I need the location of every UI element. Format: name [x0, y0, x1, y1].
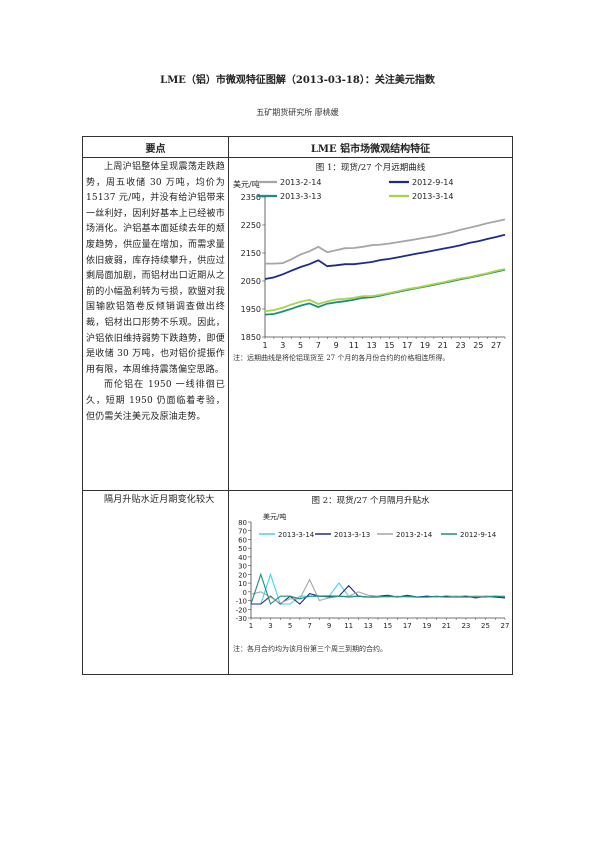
x-tick-label: 23 — [461, 622, 470, 630]
y-tick-label: 80 — [238, 519, 247, 527]
spread-comment-cell: 隔月升贴水近月期变化较大 — [82, 490, 229, 675]
y-tick-label: 2050 — [241, 277, 261, 286]
author-line: 五矿期货研究所 廖桃媛 — [256, 108, 339, 117]
series-line-2013-2-14 — [265, 218, 506, 265]
legend-label: 2013-3-14 — [278, 531, 315, 539]
chart1-note: 注：远期曲线是将伦铝现货至 27 个月的各月份合约的价格相连所得。 — [233, 354, 450, 362]
x-tick-label: 11 — [344, 622, 353, 630]
y-tick-label: 50 — [238, 545, 247, 553]
x-tick-label: 1 — [262, 341, 267, 350]
header-microstructure: LME 铝市场微观结构特征 — [228, 136, 513, 158]
y-tick-label: 10 — [238, 580, 247, 588]
document-title: LME（铝）市微观特征图解（2013-03-18）：关注美元指数 — [160, 75, 435, 86]
chart2-title: 图 2：现货/27 个月隔月升贴水 — [311, 496, 430, 506]
x-tick-label: 15 — [384, 341, 394, 350]
x-tick-label: 11 — [349, 341, 359, 350]
series-line-2013-2-14 — [250, 578, 505, 604]
unit-label: 美元/吨 — [263, 512, 286, 521]
chart2-note: 注：各月合约均为该月份第三个周三到期的合约。 — [233, 645, 387, 653]
header-key-points: 要点 — [82, 136, 229, 158]
x-tick-label: 21 — [442, 622, 451, 630]
x-tick-label: 3 — [268, 622, 272, 630]
chart1-cell: 图 1：现货/27 个月远期曲线 1850 1950 2050 2150 2250 235… — [228, 157, 513, 491]
x-tick-label: 25 — [481, 622, 490, 630]
x-tick-label: 25 — [473, 341, 483, 350]
legend-label: 2013-3-14 — [412, 192, 453, 201]
legend-label: 2013-2-14 — [280, 178, 321, 187]
x-tick-label: 9 — [334, 341, 339, 350]
y-tick-label: 2150 — [241, 249, 261, 258]
x-tick-label: 1 — [249, 622, 253, 630]
x-tick-label: 7 — [316, 341, 321, 350]
commentary-paragraph-2: 而伦铝在 1950 一线徘徊已久，短期 1950 仍面临着考验，但仍需关注美元及… — [86, 380, 225, 422]
series-line-2013-3-13 — [251, 584, 506, 605]
y-tick-label: 40 — [238, 554, 247, 562]
x-tick-label: 5 — [298, 341, 303, 350]
x-tick-label: 3 — [280, 341, 285, 350]
y-tick-label: 1950 — [241, 305, 261, 314]
x-tick-label: 19 — [420, 341, 430, 350]
unit-label: 美元/吨 — [233, 179, 260, 189]
y-tick-label: 30 — [238, 563, 247, 571]
legend-label: 2012-9-14 — [412, 178, 453, 187]
x-tick-label: 15 — [383, 622, 392, 630]
y-tick-label: 70 — [238, 528, 247, 536]
legend-label: 2012-9-14 — [460, 531, 497, 539]
x-tick-label: 9 — [327, 622, 331, 630]
x-tick-label: 7 — [307, 622, 311, 630]
y-tick-label: -10 — [236, 598, 247, 606]
y-tick-label: 20 — [238, 571, 247, 579]
legend-label: 2013-2-14 — [396, 531, 433, 539]
y-tick-label: 2350 — [241, 193, 261, 202]
chart1-title: 图 1：现货/27 个月远期曲线 — [315, 163, 426, 173]
y-tick-label: -30 — [236, 615, 247, 623]
commentary-cell: 上周沪铝整体呈现震荡走跌趋势，周五收储 30 万吨，均价为 15137 元/吨，… — [82, 157, 229, 491]
x-tick-label: 5 — [288, 622, 292, 630]
x-tick-label: 17 — [403, 622, 412, 630]
series-line-2012-9-14 — [264, 233, 506, 280]
analysis-table: 要点 LME 铝市场微观结构特征 上周沪铝整体呈现震荡走跌趋势，周五收储 30 … — [82, 136, 513, 675]
y-tick-label: 0 — [243, 589, 247, 597]
y-tick-label: 2250 — [241, 221, 261, 230]
chart2-cell: 图 2：现货/27 个月隔月升贴水 -30 -20 -10 0 10 20 30 40 50 60… — [228, 490, 513, 675]
y-tick-label: 1850 — [241, 333, 261, 342]
commentary-paragraph-1: 上周沪铝整体呈现震荡走跌趋势，周五收储 30 万吨，均价为 15137 元/吨，… — [86, 162, 225, 375]
y-tick-label: 60 — [238, 536, 247, 544]
x-tick-label: 27 — [491, 341, 501, 350]
x-tick-label: 23 — [455, 341, 465, 350]
series-line-2012-9-14 — [250, 572, 506, 605]
y-tick-label: -20 — [236, 606, 247, 614]
x-tick-label: 21 — [438, 341, 448, 350]
x-tick-label: 13 — [364, 622, 373, 630]
series-line-2013-3-14 — [264, 268, 506, 313]
spread-comment: 隔月升贴水近月期变化较大 — [104, 495, 215, 505]
x-tick-label: 17 — [402, 341, 412, 350]
x-tick-label: 13 — [367, 341, 377, 350]
x-tick-label: 27 — [501, 622, 510, 630]
legend-label: 2013-3-13 — [334, 531, 370, 539]
legend-label: 2013-3-13 — [280, 192, 321, 201]
x-tick-label: 19 — [422, 622, 431, 630]
